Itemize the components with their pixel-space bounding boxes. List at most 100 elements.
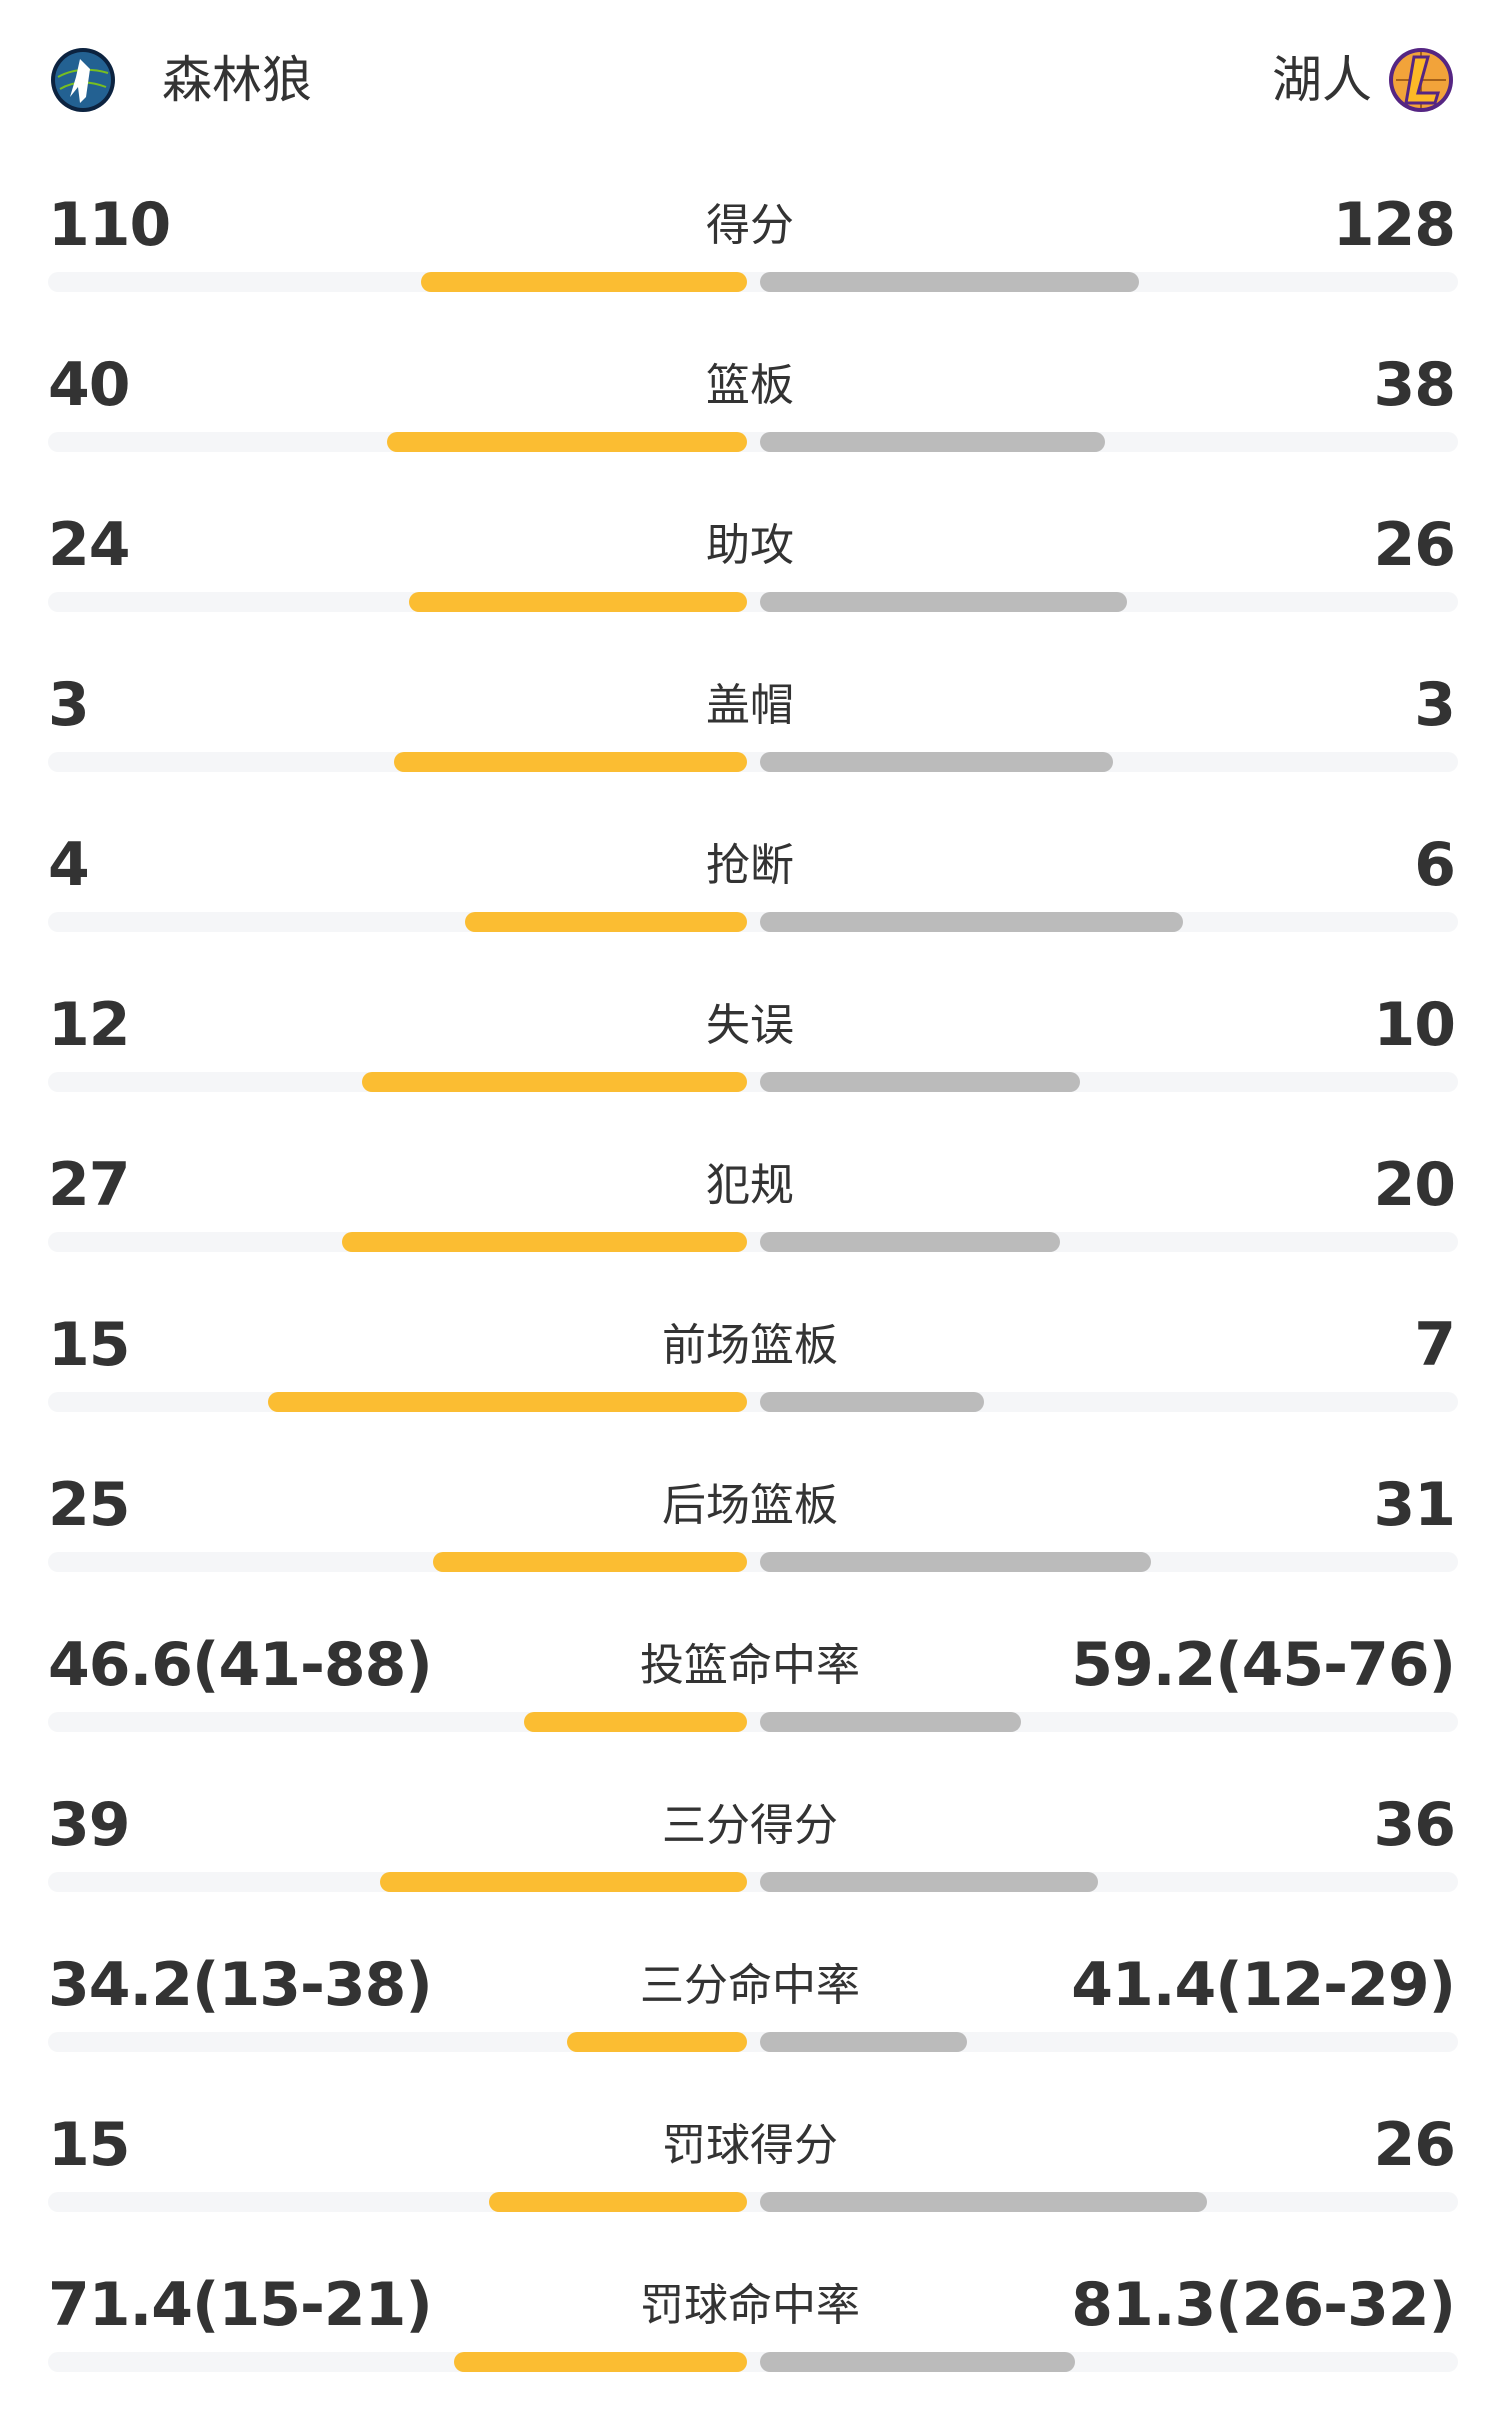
stat-row: 39 三分得分 36 <box>0 1790 1500 1950</box>
away-stat-bar <box>760 2192 1207 2212</box>
away-stat-value: 81.3(26-32) <box>1071 2270 1456 2340</box>
stat-label: 犯规 <box>706 1160 794 1211</box>
away-stat-bar <box>760 912 1183 932</box>
stat-bar-track <box>48 2032 1458 2052</box>
home-stat-value: 46.6(41-88) <box>48 1630 433 1700</box>
stat-row: 15 罚球得分 26 <box>0 2110 1500 2270</box>
away-stat-bar <box>760 2032 967 2052</box>
team-header: 森林狼 湖人 <box>0 40 1500 124</box>
home-stat-bar <box>394 752 747 772</box>
away-stat-value: 7 <box>1414 1310 1456 1380</box>
stat-row: 3 盖帽 3 <box>0 670 1500 830</box>
away-stat-bar <box>760 1552 1151 1572</box>
stat-row: 46.6(41-88) 投篮命中率 59.2(45-76) <box>0 1630 1500 1790</box>
stat-label: 篮板 <box>706 360 794 411</box>
stat-bar-track <box>48 2192 1458 2212</box>
away-stat-value: 36 <box>1373 1790 1456 1860</box>
away-stat-value: 59.2(45-76) <box>1071 1630 1456 1700</box>
home-stat-value: 15 <box>48 1310 130 1380</box>
away-stat-bar <box>760 752 1113 772</box>
stat-row: 34.2(13-38) 三分命中率 41.4(12-29) <box>0 1950 1500 2110</box>
away-team-name[interactable]: 湖人 <box>1272 51 1372 109</box>
stat-label: 前场篮板 <box>662 1320 838 1371</box>
lakers-logo-icon[interactable] <box>1388 47 1454 113</box>
away-stat-value: 41.4(12-29) <box>1071 1950 1456 2020</box>
stat-label: 得分 <box>706 200 794 251</box>
stat-bar-track <box>48 1232 1458 1252</box>
home-stat-bar <box>433 1552 747 1572</box>
away-stat-bar <box>760 2352 1075 2372</box>
home-stat-value: 3 <box>48 670 90 740</box>
home-stat-bar <box>465 912 747 932</box>
away-stat-bar <box>760 272 1139 292</box>
home-team-name[interactable]: 森林狼 <box>162 51 312 109</box>
stat-bar-track <box>48 1552 1458 1572</box>
away-stat-value: 26 <box>1373 2110 1456 2180</box>
stat-row: 24 助攻 26 <box>0 510 1500 670</box>
stat-bar-track <box>48 592 1458 612</box>
stat-row: 4 抢断 6 <box>0 830 1500 990</box>
stat-label: 三分命中率 <box>640 1960 860 2011</box>
stat-bar-track <box>48 1392 1458 1412</box>
stat-label: 抢断 <box>706 840 794 891</box>
home-stat-value: 71.4(15-21) <box>48 2270 433 2340</box>
stat-bar-track <box>48 432 1458 452</box>
away-stat-bar <box>760 1712 1021 1732</box>
home-stat-bar <box>362 1072 747 1092</box>
home-stat-bar <box>489 2192 747 2212</box>
stat-bar-track <box>48 272 1458 292</box>
home-stat-value: 12 <box>48 990 130 1060</box>
stat-label: 罚球得分 <box>662 2120 838 2171</box>
away-stat-value: 3 <box>1414 670 1456 740</box>
stat-bar-track <box>48 2352 1458 2372</box>
away-stat-bar <box>760 1072 1080 1092</box>
home-stat-value: 4 <box>48 830 90 900</box>
away-stat-bar <box>760 1872 1098 1892</box>
home-stat-bar <box>342 1232 747 1252</box>
away-stat-value: 6 <box>1414 830 1456 900</box>
stat-bar-track <box>48 752 1458 772</box>
stat-row: 12 失误 10 <box>0 990 1500 1150</box>
home-stat-value: 15 <box>48 2110 130 2180</box>
home-stat-value: 27 <box>48 1150 130 1220</box>
home-stat-bar <box>409 592 747 612</box>
home-stat-value: 24 <box>48 510 130 580</box>
home-stat-value: 110 <box>48 190 171 260</box>
stat-row: 27 犯规 20 <box>0 1150 1500 1310</box>
home-stat-bar <box>421 272 747 292</box>
home-stat-bar <box>454 2352 747 2372</box>
away-stat-bar <box>760 1232 1060 1252</box>
home-stat-bar <box>567 2032 747 2052</box>
home-stat-value: 40 <box>48 350 130 420</box>
stat-row: 71.4(15-21) 罚球命中率 81.3(26-32) <box>0 2270 1500 2430</box>
stat-bar-track <box>48 1712 1458 1732</box>
home-stat-value: 25 <box>48 1470 130 1540</box>
stat-row: 25 后场篮板 31 <box>0 1470 1500 1630</box>
away-stat-value: 38 <box>1373 350 1456 420</box>
stat-row: 110 得分 128 <box>0 190 1500 350</box>
stat-row: 40 篮板 38 <box>0 350 1500 510</box>
timberwolves-logo-icon[interactable] <box>50 47 116 113</box>
away-stat-bar <box>760 592 1127 612</box>
stat-bar-track <box>48 1072 1458 1092</box>
away-stat-value: 31 <box>1373 1470 1456 1540</box>
stat-label: 盖帽 <box>706 680 794 731</box>
home-stat-bar <box>268 1392 747 1412</box>
home-stat-value: 39 <box>48 1790 130 1860</box>
home-stat-bar <box>524 1712 747 1732</box>
home-stat-value: 34.2(13-38) <box>48 1950 433 2020</box>
stat-row: 15 前场篮板 7 <box>0 1310 1500 1470</box>
stat-label: 助攻 <box>706 520 794 571</box>
stat-label: 失误 <box>706 1000 794 1051</box>
stat-bar-track <box>48 912 1458 932</box>
away-stat-bar <box>760 1392 984 1412</box>
stat-label: 罚球命中率 <box>640 2280 860 2331</box>
away-stat-value: 26 <box>1373 510 1456 580</box>
home-stat-bar <box>387 432 747 452</box>
stat-bar-track <box>48 1872 1458 1892</box>
away-stat-bar <box>760 432 1105 452</box>
away-stat-value: 10 <box>1373 990 1456 1060</box>
away-stat-value: 128 <box>1332 190 1456 260</box>
stat-label: 三分得分 <box>662 1800 838 1851</box>
home-stat-bar <box>380 1872 747 1892</box>
